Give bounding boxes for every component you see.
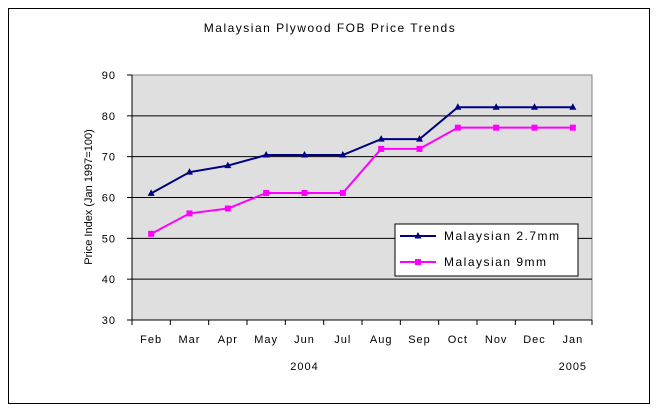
chart-title: Malaysian Plywood FOB Price Trends [204, 21, 456, 35]
legend-marker [414, 232, 422, 239]
data-point [378, 145, 385, 152]
series-line [150, 126, 573, 235]
legend-label: Malaysian 2.7mm [444, 229, 561, 243]
x-tick-label: Jan [562, 334, 583, 346]
data-point [569, 103, 577, 110]
data-point [224, 205, 231, 212]
x-tick-label: Jul [334, 334, 351, 346]
year-label: 2004 [290, 361, 318, 373]
data-point [531, 124, 538, 131]
data-point [224, 161, 232, 169]
y-axis-label: Price Index (Jan 1997=100) [83, 129, 95, 264]
x-tick-label: Mar [179, 334, 201, 346]
x-tick-label: May [254, 334, 278, 346]
data-point [416, 135, 423, 142]
x-tick-label: Jun [294, 334, 315, 346]
x-tick-labels: Feb Mar Apr May Jun Jul Aug Sep Oct Nov Dec Jan [140, 334, 583, 346]
x-tick-label: Apr [218, 334, 238, 346]
axes [127, 74, 593, 325]
data-point [531, 103, 538, 110]
y-tick-label: 30 [102, 315, 116, 327]
y-tick-label: 80 [102, 111, 116, 123]
data-point [263, 190, 270, 197]
data-point [416, 145, 423, 152]
x-tick-label: Feb [140, 334, 162, 346]
y-tick-label: 50 [102, 233, 116, 245]
data-point [186, 210, 193, 217]
data-point [339, 151, 347, 158]
data-point [186, 168, 193, 175]
gridlines [132, 115, 592, 280]
data-point [147, 189, 155, 196]
y-tick-label: 40 [102, 274, 116, 286]
data-point [493, 124, 500, 131]
y-tick-label: 60 [102, 193, 116, 205]
data-point [377, 135, 385, 142]
legend: Malaysian 2.7mm Malaysian 9mm [394, 223, 579, 277]
x-tick-label: Oct [448, 334, 468, 346]
data-point [339, 190, 346, 197]
series-group [147, 103, 577, 237]
series-1 [147, 103, 577, 196]
x-tick-label: Dec [523, 334, 546, 346]
year-labels: 2004 2005 [290, 361, 587, 373]
legend-marker [415, 259, 421, 265]
data-point [301, 190, 308, 197]
y-tick-label: 90 [102, 70, 116, 82]
data-point [148, 230, 155, 237]
x-tick-label: Nov [485, 334, 508, 346]
x-tick-label: Aug [370, 334, 393, 346]
legend-box [394, 223, 579, 277]
data-point [262, 151, 270, 158]
x-tick-label: Sep [408, 334, 431, 346]
y-tick-label: 70 [102, 152, 116, 164]
year-label: 2005 [559, 361, 587, 373]
data-point [301, 151, 308, 158]
series-line [150, 106, 573, 195]
legend-label: Malaysian 9mm [444, 255, 548, 269]
series-2 [148, 124, 576, 237]
data-point [454, 103, 462, 110]
data-point [492, 103, 500, 110]
data-point [569, 124, 576, 131]
y-tick-labels: 30 40 50 60 70 80 90 [102, 70, 116, 327]
data-point [454, 124, 461, 131]
